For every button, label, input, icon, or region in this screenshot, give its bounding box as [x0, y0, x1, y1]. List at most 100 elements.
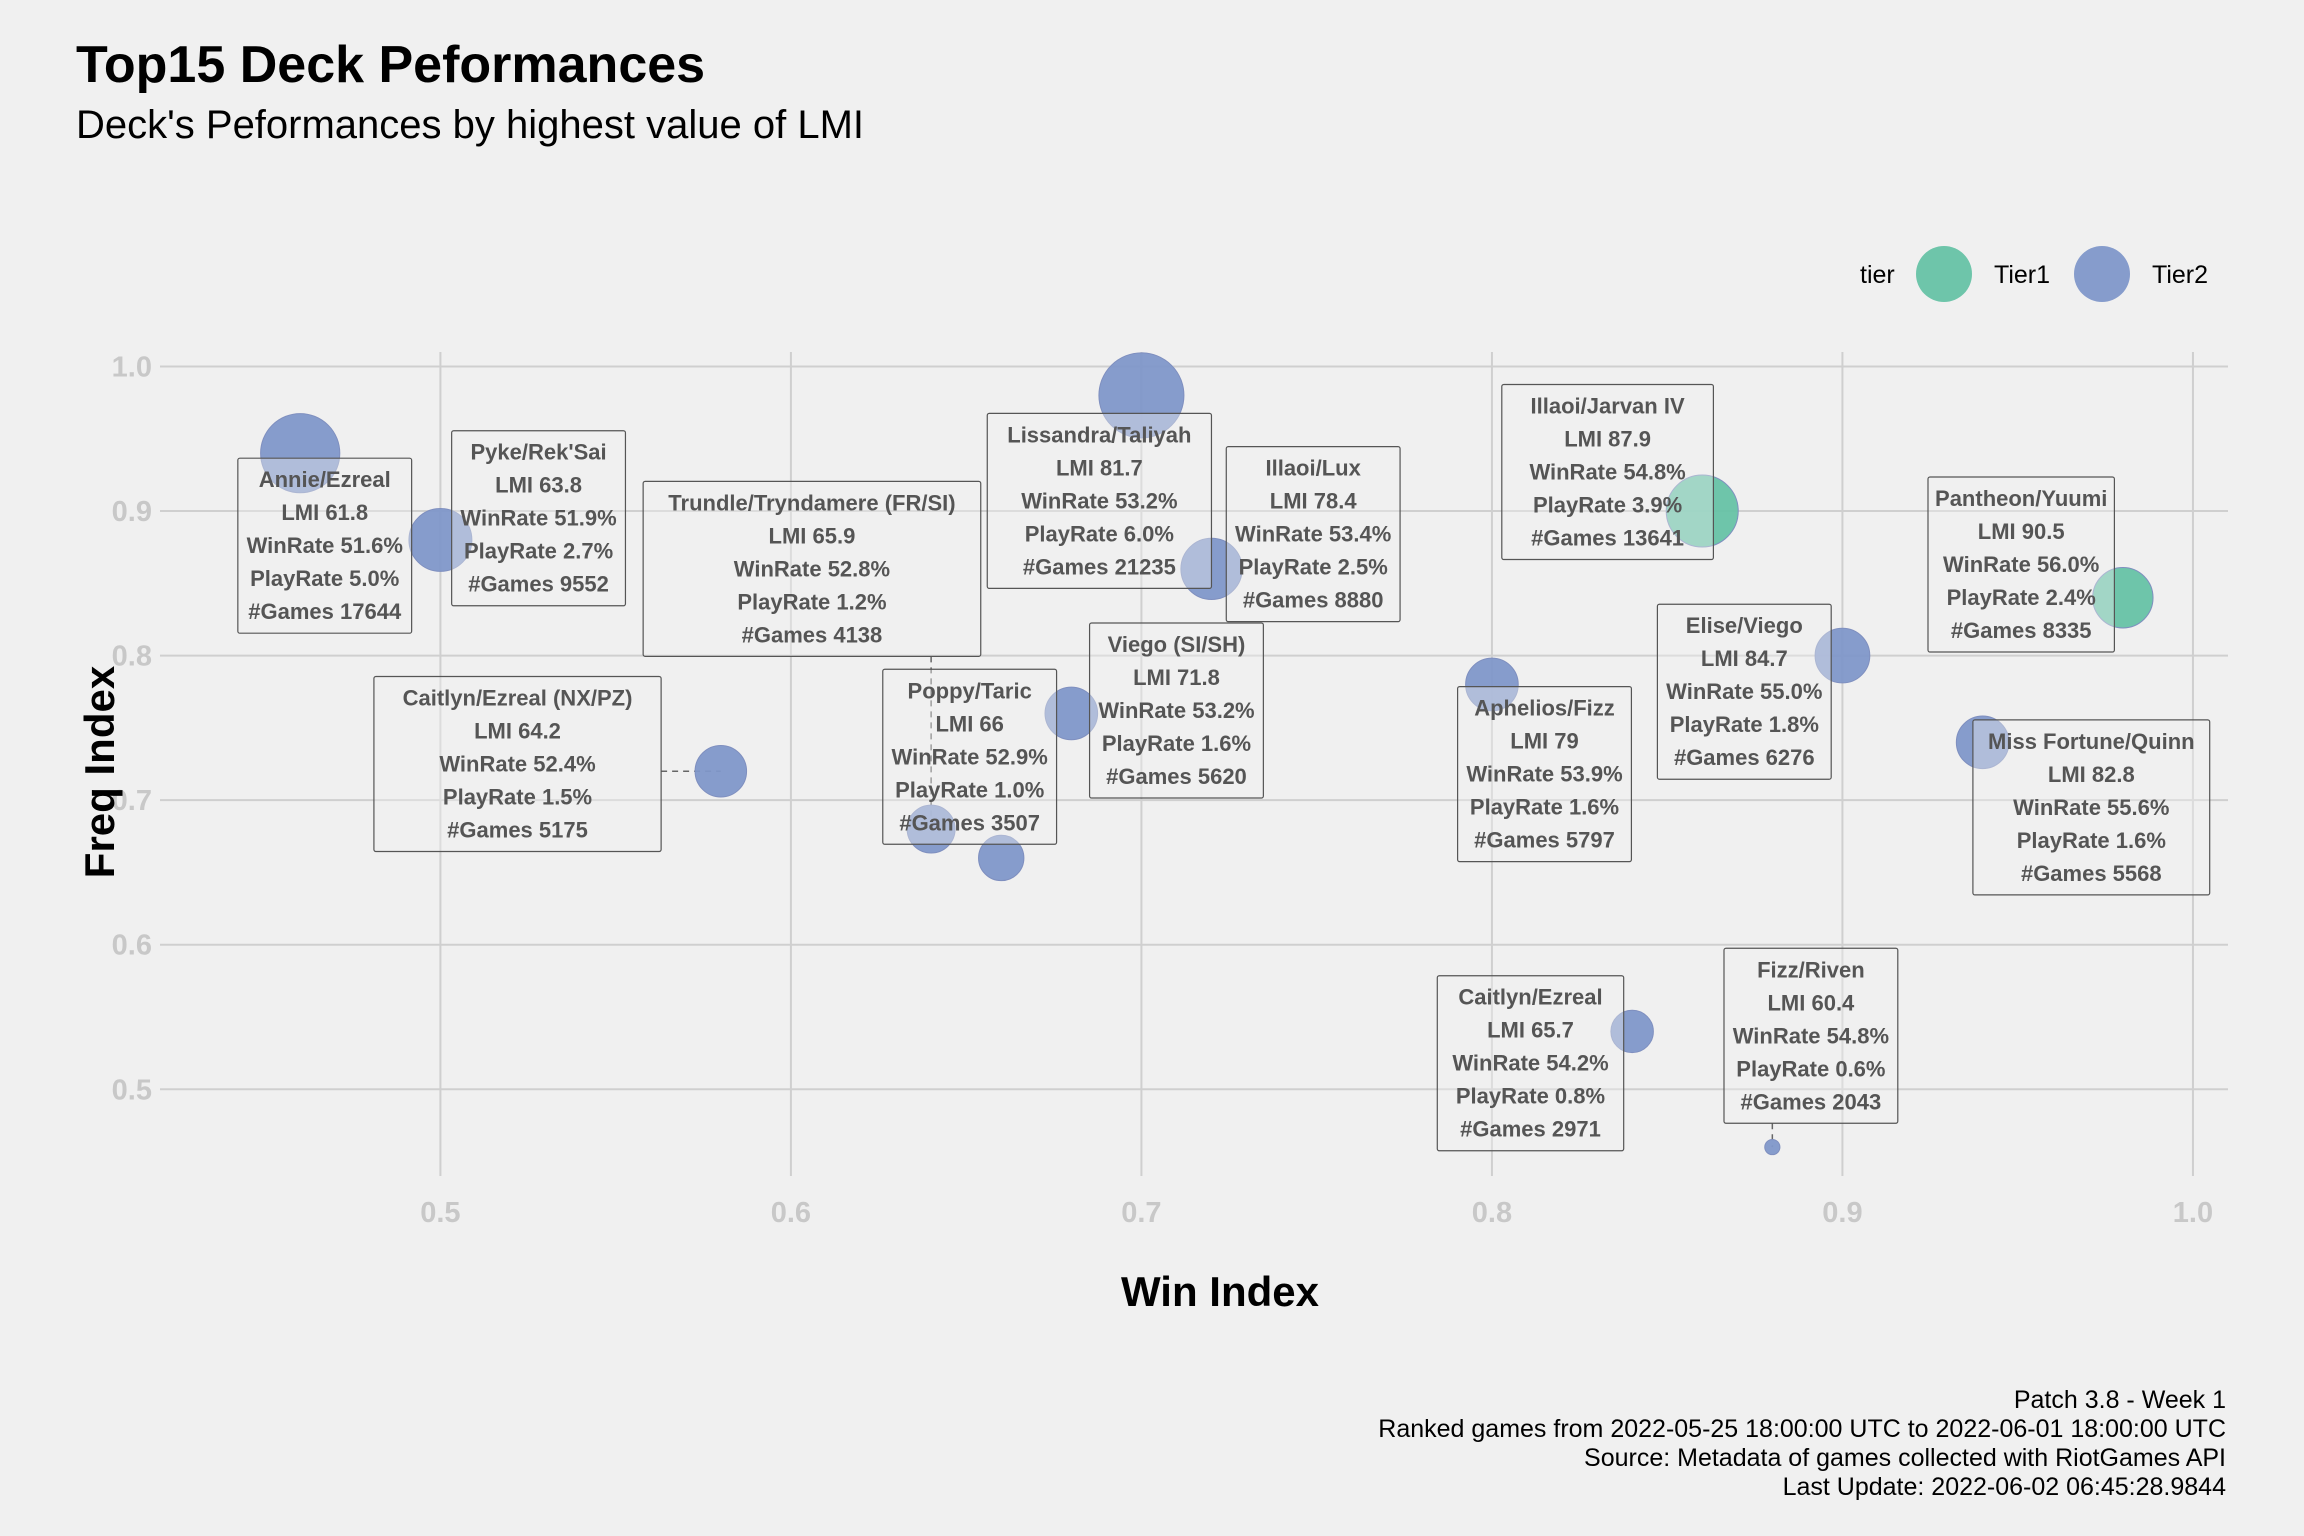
- deck-label: Fizz/Riven LMI 60.4 WinRate 54.8% PlayRate …: [1723, 947, 1899, 1124]
- deck-label-line: WinRate 52.9%: [892, 744, 1048, 769]
- deck-label-line: WinRate 53.4%: [1235, 522, 1391, 547]
- y-axis-ticks: 0.5 0.6 0.7 0.8 0.9 1.0: [112, 351, 152, 1106]
- bubbles: [260, 352, 2154, 1156]
- deck-label-line: PlayRate 2.7%: [464, 539, 613, 564]
- y-axis-title: Freq Index: [76, 665, 123, 878]
- deck-label: Illaoi/Lux LMI 78.4 WinRate 53.4% PlayRate …: [1225, 446, 1401, 623]
- deck-label-box: [882, 668, 1058, 845]
- deck-label: Elise/Viego LMI 84.7 WinRate 55.0% PlayRate…: [1656, 603, 1832, 780]
- deck-label-box: [1501, 383, 1715, 561]
- deck-label: Caitlyn/Ezreal (NX/PZ) LMI 64.2 WinRate 52…: [373, 675, 662, 853]
- deck-label-line: WinRate 52.4%: [439, 752, 595, 777]
- deck-bubble: [1098, 352, 1185, 439]
- deck-label: Miss Fortune/Quinn LMI 82.8 WinRate 55.6% P…: [1972, 719, 2211, 896]
- deck-label-line: LMI 66: [935, 711, 1003, 736]
- deck-bubble: [978, 834, 1025, 882]
- deck-label-line: Illaoi/Lux: [1265, 456, 1361, 481]
- x-tick-label: 0.6: [771, 1197, 811, 1229]
- x-tick-label: 0.7: [1121, 1197, 1161, 1229]
- y-tick-label: 0.7: [112, 785, 152, 817]
- deck-label-line: #Games 4138: [742, 622, 883, 647]
- deck-label-line: #Games 8880: [1243, 588, 1384, 613]
- deck-bubble: [260, 413, 341, 494]
- deck-bubble: [1764, 1138, 1781, 1156]
- deck-bubble: [1955, 715, 2010, 770]
- deck-label-box: [1457, 686, 1633, 863]
- deck-label-line: LMI 65.9: [769, 523, 856, 548]
- x-axis-ticks: 0.5 0.6 0.7 0.8 0.9 1.0: [420, 1197, 2213, 1229]
- legend-tier2-swatch: [2074, 246, 2130, 302]
- x-tick-label: 0.8: [1472, 1197, 1512, 1229]
- deck-label-line: PlayRate 0.6%: [1736, 1056, 1885, 1081]
- deck-label-line: Pantheon/Yuumi: [1935, 486, 2107, 511]
- deck-label-line: #Games 3507: [899, 810, 1040, 835]
- deck-label-box: [1972, 719, 2211, 896]
- caption-line-2: Ranked games from 2022-05-25 18:00:00 UT…: [1378, 1415, 2226, 1443]
- deck-label-line: LMI 61.8: [281, 500, 368, 525]
- deck-label-line: Caitlyn/Ezreal: [1458, 985, 1602, 1010]
- deck-label-box: [642, 480, 982, 657]
- deck-label-box: [237, 457, 413, 634]
- x-tick-label: 0.9: [1822, 1197, 1862, 1229]
- deck-label-line: WinRate 53.2%: [1021, 488, 1177, 513]
- x-tick-label: 1.0: [2173, 1197, 2213, 1229]
- deck-label-line: Lissandra/Taliyah: [1007, 422, 1191, 447]
- deck-label-box: [1656, 603, 1832, 780]
- deck-label: Poppy/Taric LMI 66 WinRate 52.9% PlayRate 1…: [882, 668, 1058, 845]
- deck-label: Trundle/Tryndamere (FR/SI) LMI 65.9 WinRat…: [642, 480, 982, 657]
- deck-label: Pantheon/Yuumi LMI 90.5 WinRate 56.0% PlayR…: [1927, 476, 2115, 653]
- y-tick-label: 0.8: [112, 641, 152, 673]
- deck-label-line: PlayRate 1.0%: [895, 777, 1044, 802]
- deck-label-line: Poppy/Taric: [908, 678, 1032, 703]
- deck-label-line: WinRate 51.9%: [460, 506, 616, 531]
- deck-bubble: [1044, 686, 1099, 741]
- deck-label: Viego (SI/SH) LMI 71.8 WinRate 53.2% PlayRa…: [1088, 622, 1264, 799]
- deck-label-line: Viego (SI/SH): [1108, 632, 1246, 657]
- deck-label-box: [1723, 947, 1899, 1124]
- deck-label-line: WinRate 56.0%: [1943, 552, 2099, 577]
- y-tick-label: 0.5: [112, 1074, 152, 1106]
- deck-label-line: #Games 5797: [1474, 828, 1615, 853]
- deck-label: Illaoi/Jarvan IV LMI 87.9 WinRate 54.8% Pla…: [1501, 383, 1715, 561]
- legend-tier2-label: Tier2: [2152, 261, 2208, 289]
- deck-label-line: #Games 17644: [248, 599, 402, 624]
- deck-label-line: #Games 13641: [1531, 525, 1684, 550]
- deck-label-line: Pyke/Rek'Sai: [470, 440, 606, 465]
- deck-label-line: PlayRate 6.0%: [1025, 521, 1174, 546]
- deck-bubble: [1610, 1009, 1654, 1054]
- deck-label-line: PlayRate 1.6%: [2017, 828, 2166, 853]
- deck-label-line: LMI 71.8: [1133, 665, 1220, 690]
- deck-label-line: Elise/Viego: [1686, 613, 1803, 638]
- deck-label-line: PlayRate 5.0%: [250, 566, 399, 591]
- deck-label-line: Trundle/Tryndamere (FR/SI): [668, 490, 955, 515]
- deck-bubble: [1814, 627, 1871, 684]
- deck-label-line: PlayRate 1.8%: [1670, 712, 1819, 737]
- deck-bubble: [694, 744, 748, 798]
- deck-label-line: WinRate 55.6%: [2013, 795, 2169, 820]
- deck-label-line: PlayRate 1.5%: [443, 785, 592, 810]
- deck-label-line: Annie/Ezreal: [259, 467, 391, 492]
- deck-label-line: WinRate 54.8%: [1733, 1023, 1889, 1048]
- deck-bubble: [408, 507, 473, 572]
- deck-label-line: WinRate 55.0%: [1666, 679, 1822, 704]
- deck-label-line: #Games 5175: [447, 818, 588, 843]
- deck-label-box: [1225, 446, 1401, 623]
- deck-label-line: LMI 90.5: [1978, 519, 2065, 544]
- deck-label-line: #Games 2971: [1460, 1117, 1601, 1142]
- deck-label-line: LMI 63.8: [495, 473, 582, 498]
- deck-label-line: LMI 84.7: [1701, 646, 1788, 671]
- y-tick-label: 1.0: [112, 351, 152, 383]
- deck-label-line: LMI 65.7: [1487, 1018, 1574, 1043]
- deck-label-line: LMI 79: [1510, 729, 1578, 754]
- x-tick-label: 0.5: [420, 1197, 460, 1229]
- caption-line-1: Patch 3.8 - Week 1: [2014, 1386, 2226, 1414]
- deck-label: Annie/Ezreal LMI 61.8 WinRate 51.6% PlayRat…: [237, 457, 413, 634]
- deck-labels: Annie/Ezreal LMI 61.8 WinRate 51.6% PlayRat…: [237, 383, 2211, 1152]
- deck-label-line: WinRate 54.8%: [1529, 459, 1685, 484]
- deck-label: Pyke/Rek'Sai LMI 63.8 WinRate 51.9% PlayRat…: [451, 430, 627, 607]
- chart-subtitle: Deck's Peformances by highest value of L…: [76, 103, 864, 147]
- x-axis-title: Win Index: [1121, 1268, 1320, 1315]
- deck-label-line: PlayRate 2.5%: [1239, 555, 1388, 580]
- caption-line-3: Source: Metadata of games collected with…: [1584, 1444, 2226, 1472]
